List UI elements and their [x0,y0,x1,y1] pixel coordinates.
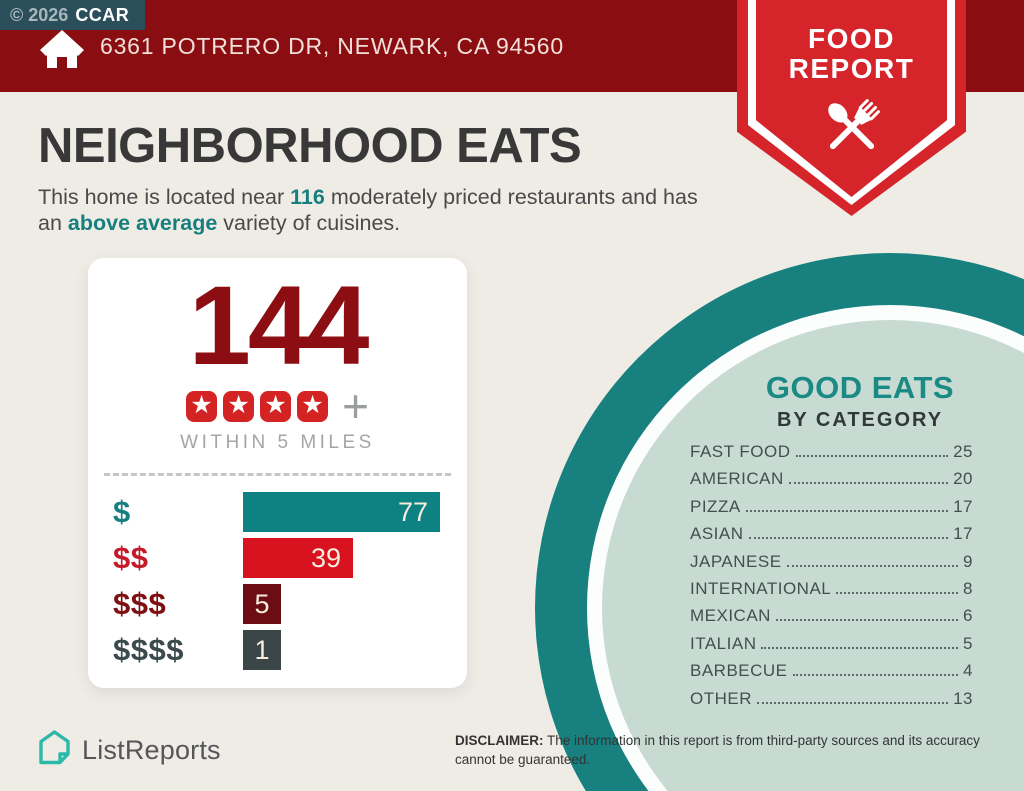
category-label: OTHER [690,688,752,708]
price-tier-value: 39 [310,542,341,573]
leader-dots [745,509,949,512]
category-count: 20 [953,469,973,489]
star-icon: ★ [297,390,329,422]
brand-name: ListReports [82,734,221,765]
price-bar-row: $$ 39 [113,538,467,578]
copyright-org: CCAR [75,4,130,25]
disclaimer-body: The information in this report is from t… [455,733,980,767]
price-tier-bar: 1 [243,630,281,670]
category-label: AMERICAN [690,469,784,489]
category-count: 13 [953,688,973,708]
price-tier-bar: 5 [243,584,281,624]
disclaimer-text: DISCLAIMER: The information in this repo… [455,732,997,770]
good-eats-subtitle: BY CATEGORY [776,409,944,431]
leader-dots [775,619,959,622]
ribbon-content: FOOD REPORT [737,0,966,216]
star-icon: ★ [260,390,292,422]
category-count: 25 [953,442,973,461]
price-bar-row: $$$ 5 [113,584,467,624]
category-label: ASIAN [690,524,744,544]
category-row: BARBECUE 4 [690,661,973,688]
ribbon-title-line1: FOOD [808,23,895,54]
property-address: 6361 POTRERO DR, NEWARK, CA 94560 [100,33,564,59]
star-icon: ★ [223,390,255,422]
price-tier-bar: 77 [243,492,440,532]
price-tier-label: $$$$ [113,632,184,667]
price-tier-bar-chart: $77 $$ 39 $$$ 5 $$$$ 1 [113,492,467,670]
category-row: ASIAN 17 [690,524,973,551]
intro-part3: variety of cuisines. [217,210,401,235]
category-list: FAST FOOD 25 AMERICAN 20 PIZZA 17 ASIAN 17 JAPAN… [690,442,973,716]
intro-part2: moderately priced restaurants and has an [38,185,698,235]
leader-dots [786,564,959,567]
page-title: NEIGHBORHOOD EATS [38,119,582,173]
category-count: 17 [953,496,973,516]
leader-dots [792,674,959,677]
price-bar-row: $$$$ 1 [113,630,467,670]
spoon-fork-icon [737,91,966,168]
dotted-divider [104,473,451,476]
category-label: ITALIAN [690,633,757,653]
radius-note: WITHIN 5 MILES [180,432,375,453]
intro-sentence: This home is located near 116 moderately… [38,185,723,237]
leader-dots [748,537,949,540]
category-count: 8 [963,578,973,598]
price-tier-label: $$$ [113,586,167,621]
price-tier-bar: 39 [243,538,353,578]
good-eats-title: GOOD EATS [765,370,955,405]
ribbon-title: FOOD REPORT [737,24,966,83]
copyright-badge: © 2026 CCAR [0,0,146,30]
category-label: BARBECUE [690,661,788,681]
category-row: JAPANESE 9 [690,552,973,579]
intro-part1: This home is located near [38,185,291,209]
category-count: 17 [953,524,973,544]
category-count: 4 [963,661,973,681]
star-rating-row: ★ ★ ★ ★ + [88,379,467,432]
category-row: FAST FOOD 25 [690,442,973,469]
category-label: FAST FOOD [690,442,791,461]
category-count: 5 [963,633,973,653]
star-icon: ★ [186,390,218,422]
category-label: JAPANESE [690,551,782,571]
leader-dots [795,455,949,457]
good-eats-heading: GOOD EATS BY CATEGORY [660,370,1024,432]
category-count: 9 [963,551,973,571]
leader-dots [788,482,949,485]
home-icon [36,20,88,77]
category-row: PIZZA 17 [690,497,973,524]
intro-highlight: above average [67,210,218,235]
category-label: PIZZA [690,496,741,516]
restaurant-summary-card: 144 ★ ★ ★ ★ + WITHIN 5 MILES $77 $$ 39 $$$ 5 $$$$… [88,258,467,688]
price-tier-value: 5 [254,588,270,619]
total-restaurants-number: 144 [188,263,370,388]
category-row: ITALIAN 5 [690,634,973,661]
brand-lockup: ListReports [36,728,221,772]
restaurant-count: 116 [290,185,325,209]
disclaimer-label: DISCLAIMER: [455,733,544,748]
price-bar-row: $77 [113,492,467,532]
plus-icon: + [342,379,369,432]
category-label: INTERNATIONAL [690,578,832,598]
price-tier-value: 1 [254,634,270,665]
category-row: INTERNATIONAL 8 [690,579,973,606]
copyright-year: © 2026 [10,4,69,25]
category-row: MEXICAN 6 [690,606,973,633]
leader-dots [761,646,959,649]
listreports-logo-icon [36,728,73,772]
category-count: 6 [963,606,973,626]
category-row: OTHER 13 [690,689,973,716]
food-report-ribbon: FOOD REPORT [737,0,966,216]
leader-dots [757,701,949,704]
price-tier-value: 77 [397,496,428,527]
ribbon-title-line2: REPORT [788,52,915,84]
price-tier-label: $ [113,494,131,529]
price-tier-label: $$ [113,540,149,575]
category-row: AMERICAN 20 [690,469,973,496]
leader-dots [836,591,959,594]
category-label: MEXICAN [690,606,771,626]
